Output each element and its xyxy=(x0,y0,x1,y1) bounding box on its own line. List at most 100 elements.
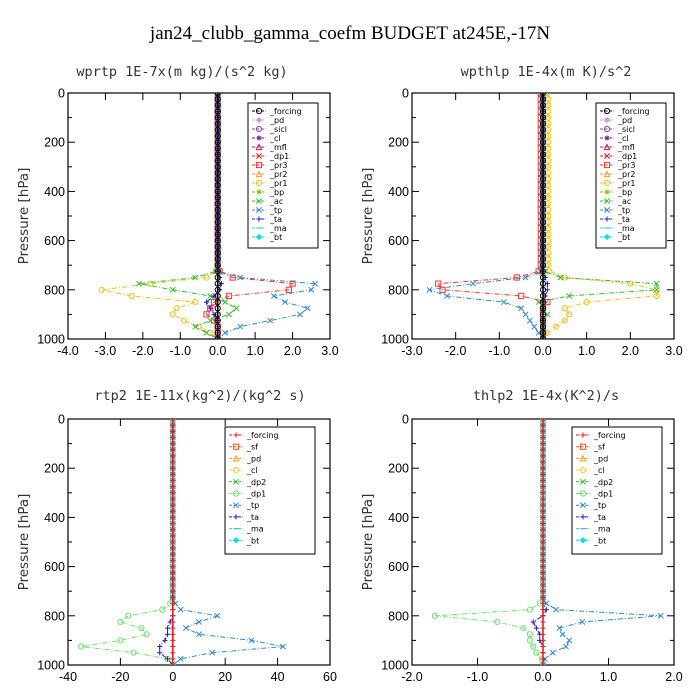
data-point xyxy=(248,637,255,644)
legend: _forcing _sf _pd _cl _dp2 _dp1 _tp _ta _ma _bt xyxy=(224,426,316,555)
legend-label: _dp1 xyxy=(617,152,637,161)
x-tick-label: 2.0 xyxy=(665,670,682,684)
panel-title: wprtp 1E-7x(m kg)/(s^2 kg) xyxy=(76,64,287,80)
legend-label: _pd xyxy=(269,116,284,125)
y-tick-label: 0 xyxy=(402,87,409,101)
data-point xyxy=(539,249,547,256)
x-tick-label: 40 xyxy=(271,670,285,684)
x-tick-label: 0.0 xyxy=(534,670,551,684)
y-tick-label: 800 xyxy=(388,283,409,297)
data-point xyxy=(539,176,547,183)
series-line-pr3 xyxy=(437,93,549,339)
data-point xyxy=(170,557,176,564)
data-point xyxy=(540,419,546,422)
legend-label: _forcing xyxy=(246,431,279,440)
data-point xyxy=(164,631,171,637)
data-point xyxy=(540,539,546,545)
legend-marker xyxy=(603,125,611,133)
data-point xyxy=(214,200,221,207)
data-point xyxy=(170,422,176,428)
data-point xyxy=(443,292,450,299)
data-point xyxy=(522,274,529,281)
legend-label: _bp xyxy=(617,188,632,197)
data-point xyxy=(214,274,221,281)
data-point xyxy=(170,545,176,551)
data-point xyxy=(500,299,507,306)
legend-marker xyxy=(256,189,262,195)
data-point xyxy=(222,299,229,306)
data-point xyxy=(439,286,446,293)
data-point xyxy=(170,447,176,453)
data-point xyxy=(540,637,546,643)
data-point xyxy=(170,594,176,600)
data-point xyxy=(544,311,551,318)
legend-label: _sicl xyxy=(617,125,635,134)
data-point xyxy=(556,625,563,632)
data-point xyxy=(98,286,105,293)
data-point xyxy=(539,231,547,238)
data-point xyxy=(539,163,547,170)
legend-label: _ta xyxy=(617,215,630,224)
panel-title: thlp2 1E-4x(K^2)/s xyxy=(473,388,619,404)
data-point xyxy=(494,618,501,626)
y-tick-label: 600 xyxy=(388,560,409,574)
data-point xyxy=(267,317,274,324)
data-point xyxy=(170,619,176,625)
legend-marker xyxy=(603,107,611,115)
data-point xyxy=(233,305,240,312)
data-point xyxy=(539,317,547,324)
legend-marker xyxy=(604,216,610,222)
y-tick-label: 0 xyxy=(58,413,65,427)
x-tick-label: 2.0 xyxy=(284,344,301,358)
legend-label: _tp xyxy=(269,206,282,215)
legend-box xyxy=(595,102,667,249)
data-point xyxy=(207,305,213,311)
data-point xyxy=(214,182,221,189)
data-point xyxy=(214,96,221,103)
data-point xyxy=(540,662,546,665)
legend-marker xyxy=(580,502,586,509)
data-point xyxy=(539,219,547,226)
data-point xyxy=(539,145,547,152)
data-point xyxy=(540,564,546,570)
data-point xyxy=(540,428,546,434)
legend-marker xyxy=(580,432,586,438)
data-point xyxy=(173,305,180,312)
data-point xyxy=(214,323,221,330)
data-point xyxy=(214,132,221,140)
legend-label: _ta xyxy=(593,513,606,522)
data-point xyxy=(539,108,547,115)
data-point xyxy=(207,317,214,324)
legend-marker xyxy=(232,443,240,450)
data-point xyxy=(540,631,546,637)
legend-label: _sicl xyxy=(269,125,287,134)
data-point xyxy=(170,613,176,619)
data-point xyxy=(78,643,85,650)
legend: _forcing_pd_sicl_cl_mfl_dp1_pr3_pr2_pr1_… xyxy=(595,102,667,249)
x-tick-label: 0.0 xyxy=(534,344,551,358)
data-point xyxy=(540,551,546,557)
legend-label: _ac xyxy=(617,197,631,206)
data-point xyxy=(138,625,145,632)
data-point xyxy=(426,286,433,293)
data-point xyxy=(170,459,176,465)
legend-label: _ma xyxy=(246,525,264,534)
x-tick-label: -4.0 xyxy=(57,344,79,358)
data-point xyxy=(540,656,546,662)
data-point xyxy=(539,305,547,312)
data-point xyxy=(533,649,540,656)
y-tick-label: 600 xyxy=(44,560,65,574)
data-point xyxy=(128,292,135,300)
data-point xyxy=(579,618,586,625)
y-axis-label: Pressure [hPa] xyxy=(360,168,376,265)
y-tick-label: 400 xyxy=(44,511,65,525)
data-point xyxy=(540,422,546,428)
data-point xyxy=(657,612,664,619)
x-tick-label: 1.0 xyxy=(600,670,617,684)
data-point xyxy=(540,441,546,447)
series-line-pr1 xyxy=(542,93,658,339)
legend-marker xyxy=(603,116,611,124)
legend-marker xyxy=(604,198,610,204)
data-point xyxy=(539,102,547,109)
data-point xyxy=(539,139,547,146)
